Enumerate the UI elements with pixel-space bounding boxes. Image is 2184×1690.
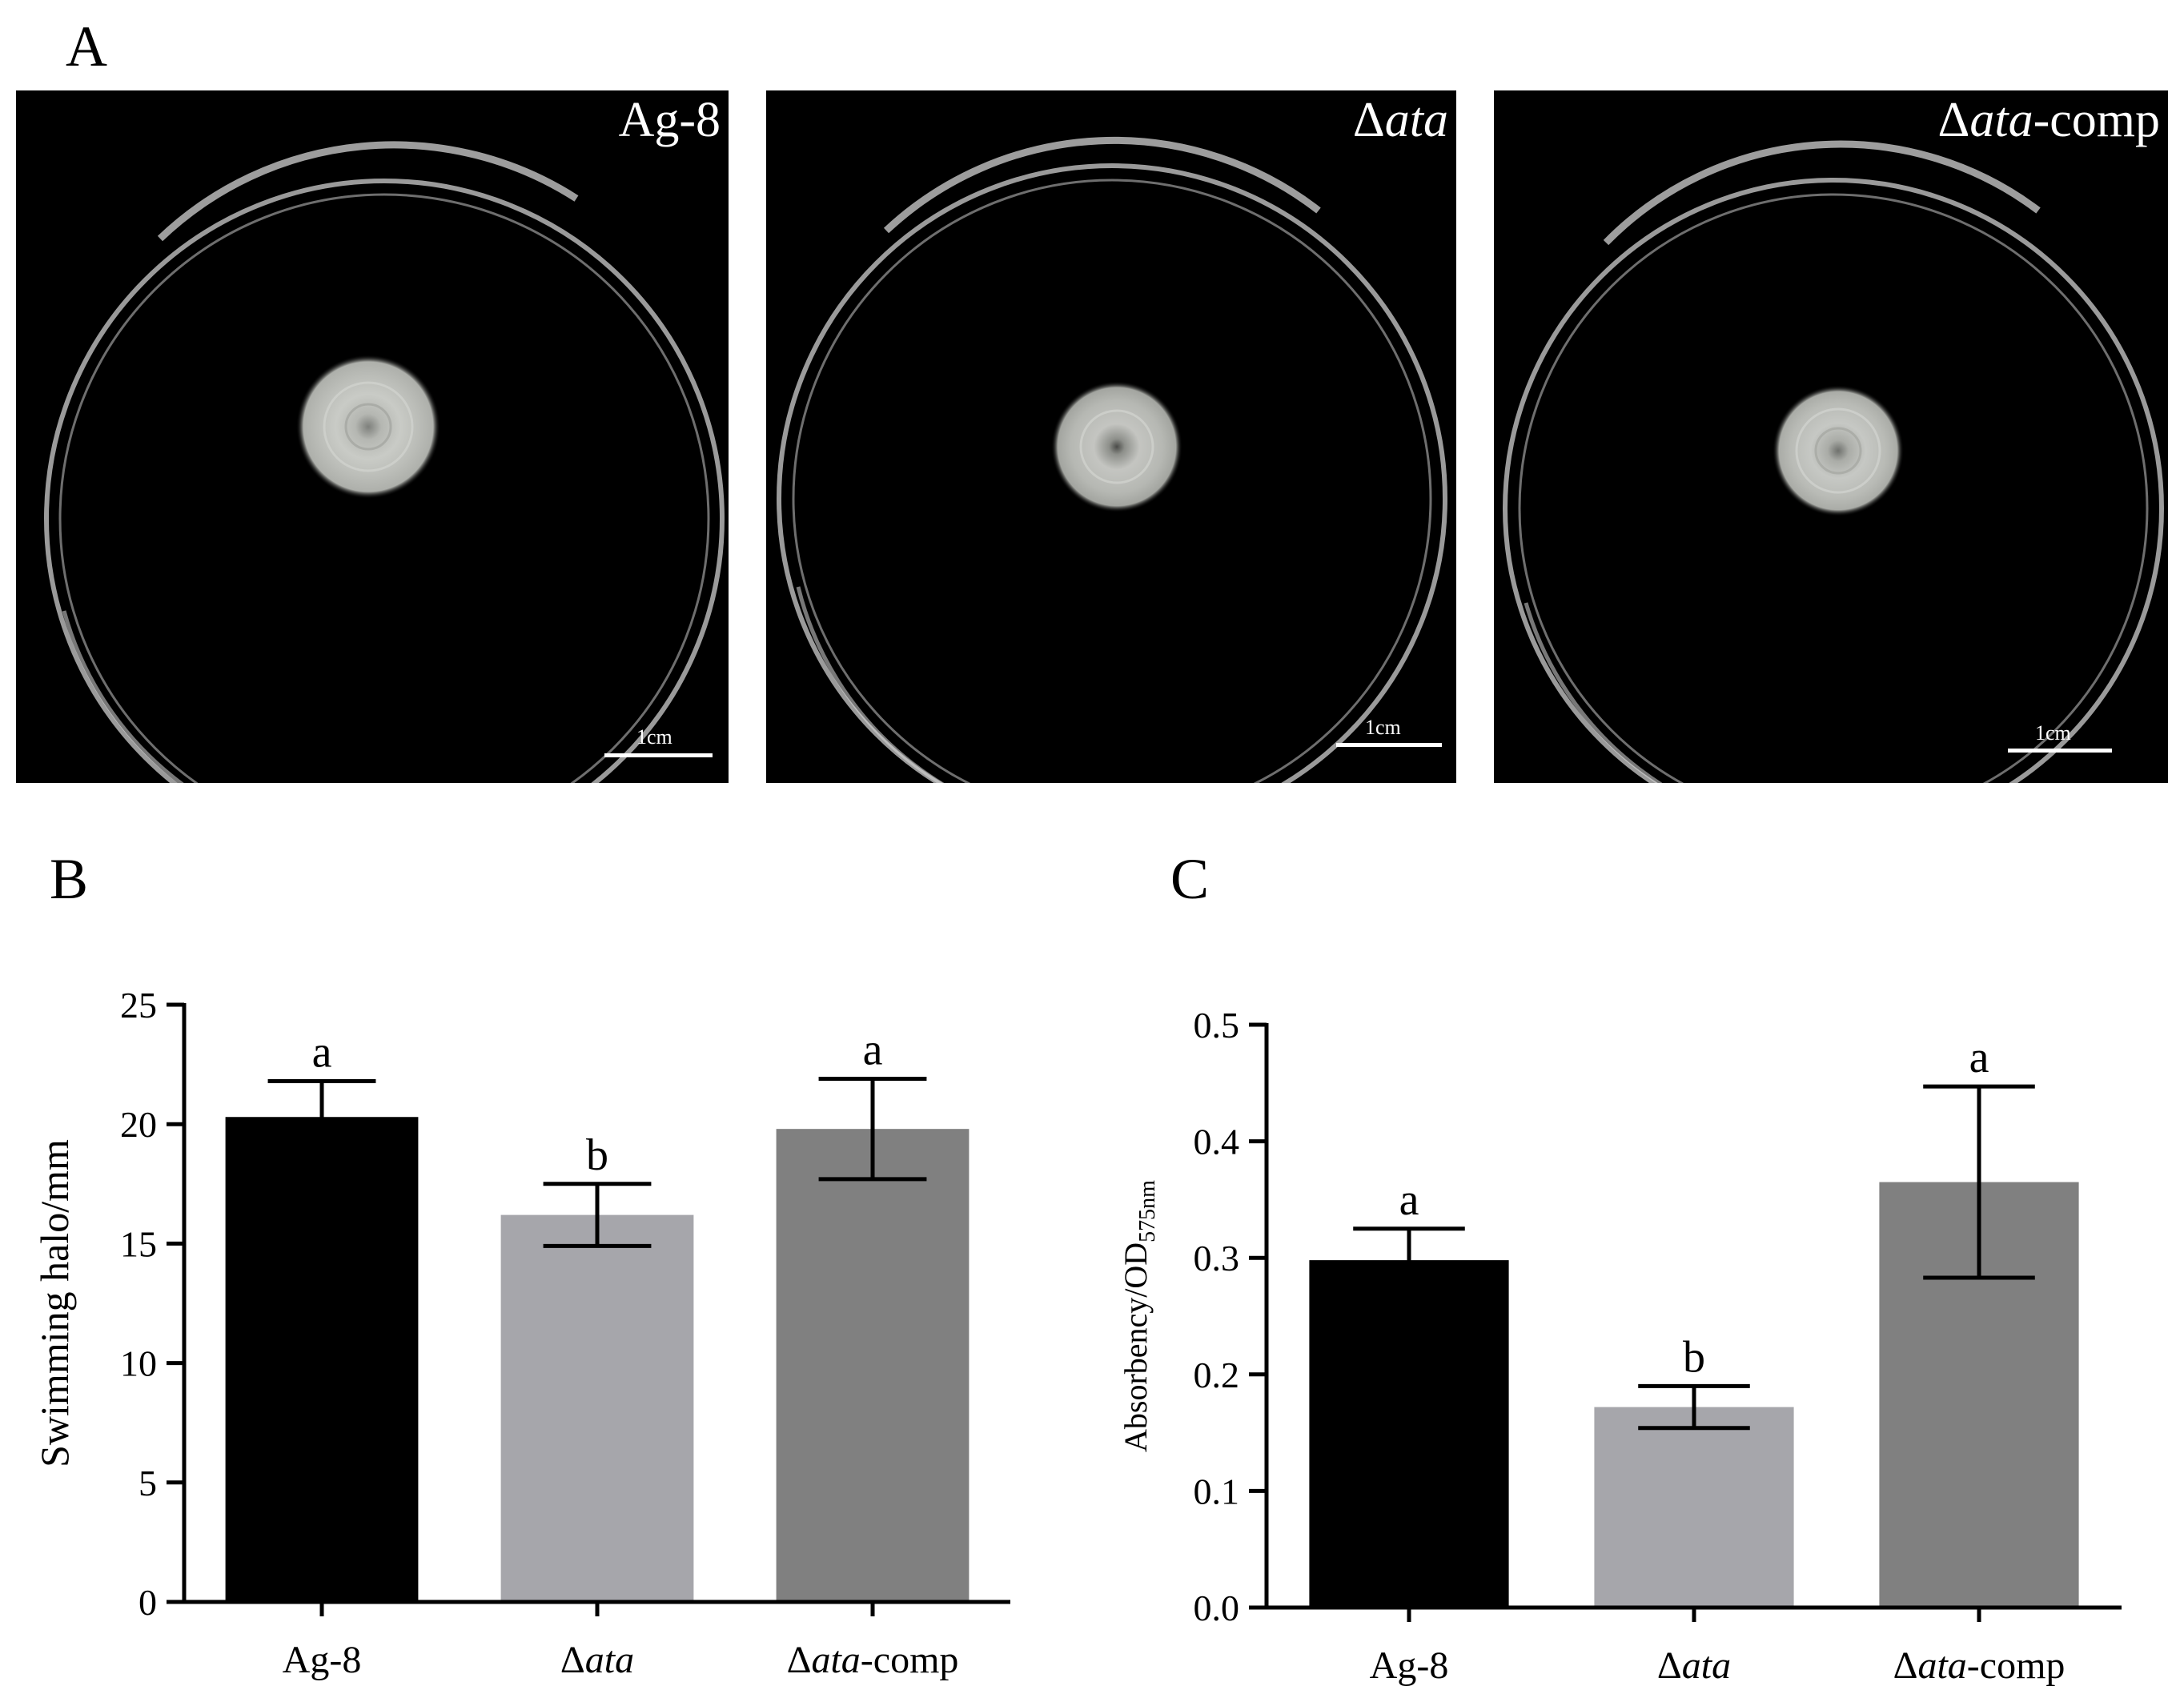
y-tick-label-4: 20	[120, 1104, 157, 1145]
panel-letter-a: A	[66, 14, 107, 78]
scale-bar-label: 1cm	[636, 725, 672, 749]
y-tick-label-1: 5	[139, 1463, 157, 1503]
dish-glare	[883, 136, 1321, 234]
swimming-halo	[1051, 381, 1182, 512]
significance-letter-2: a	[863, 1026, 883, 1075]
petri-dish-illustration	[1503, 140, 2164, 783]
plate-label: Δata	[1352, 93, 1448, 147]
y-tick-label-2: 10	[120, 1343, 157, 1384]
swimming-halo	[296, 355, 440, 499]
plate-photo-ag8: Ag-8 1cm	[16, 90, 729, 783]
significance-letter-0: a	[312, 1027, 332, 1077]
bar-1	[500, 1214, 694, 1602]
dish-rim	[777, 163, 1447, 783]
y-tick-label-0: 0	[139, 1582, 157, 1623]
plate-label: Ag-8	[618, 93, 721, 147]
plate-photo-delta-ata-comp: Δata-comp 1cm	[1494, 90, 2168, 783]
bar-0	[1309, 1260, 1509, 1608]
bar-2	[776, 1129, 970, 1602]
dish-glare	[157, 141, 579, 242]
bar-1	[1594, 1407, 1794, 1608]
dish-rim	[44, 179, 725, 783]
scale-bar	[604, 753, 713, 757]
significance-letter-2: a	[1969, 1033, 1989, 1082]
y-tick-label-1: 0.1	[1194, 1471, 1240, 1511]
scale-bar-label: 1cm	[2035, 721, 2071, 745]
scale-bar	[2008, 749, 2112, 753]
swimming-halo	[1772, 385, 1904, 516]
y-tick-label-4: 0.4	[1194, 1122, 1240, 1162]
error-bar-1	[1638, 1383, 1750, 1431]
error-bar-0	[1353, 1226, 1465, 1294]
error-bar-2	[1923, 1084, 2035, 1280]
significance-letter-0: a	[1399, 1175, 1419, 1225]
y-tick-label-2: 0.2	[1194, 1355, 1240, 1395]
x-tick-label-1: Δata	[560, 1639, 634, 1681]
panel-letter-c: C	[1170, 847, 1210, 911]
significance-letter-1: b	[586, 1130, 608, 1180]
dish-glare	[1603, 140, 2041, 246]
y-axis-label: Absorbency/OD575nm	[1118, 1180, 1160, 1452]
y-tick-label-3: 0.3	[1194, 1238, 1240, 1279]
petri-dish-illustration	[777, 136, 1447, 783]
y-tick-label-5: 0.5	[1194, 1005, 1240, 1046]
y-tick-label-5: 25	[120, 985, 157, 1026]
absorbency-bar-chart: a Ag-8 b Δata a Δata-comp 0.0 0.1 0.2 0.3 0.4 0.5 Ab…	[1118, 1005, 2122, 1687]
x-tick-label-2: Δata-comp	[787, 1639, 959, 1681]
dish-rim-inner	[1518, 193, 2149, 783]
x-tick-label-2: Δata-comp	[1893, 1644, 2066, 1687]
y-tick-label-0: 0.0	[1194, 1588, 1240, 1628]
y-tick-label-3: 15	[120, 1223, 157, 1264]
scale-bar	[1336, 743, 1442, 747]
bar-0	[225, 1117, 419, 1602]
scale-bar-label: 1cm	[1365, 716, 1401, 739]
x-tick-label-1: Δata	[1657, 1644, 1731, 1687]
swimming-halo-bar-chart: a Ag-8 b Δata a Δata-comp 0 5 10 15 20 25 Swimming h…	[32, 985, 1010, 1681]
dish-rim	[1503, 178, 2164, 783]
dish-rim-inner	[792, 179, 1432, 783]
x-tick-label-0: Ag-8	[283, 1639, 362, 1681]
error-bar-2	[818, 1077, 927, 1182]
y-axis-label: Swimming halo/mm	[32, 1139, 77, 1467]
panel-letter-b: B	[50, 847, 89, 911]
error-bar-1	[543, 1182, 652, 1248]
petri-dish-illustration	[44, 141, 725, 783]
significance-letter-1: b	[1683, 1332, 1705, 1382]
plate-photo-delta-ata: Δata 1cm	[766, 90, 1456, 783]
x-tick-label-0: Ag-8	[1370, 1644, 1449, 1687]
dish-rim-inner	[58, 193, 710, 783]
error-bar-0	[267, 1078, 376, 1155]
plate-label: Δata-comp	[1937, 93, 2161, 147]
